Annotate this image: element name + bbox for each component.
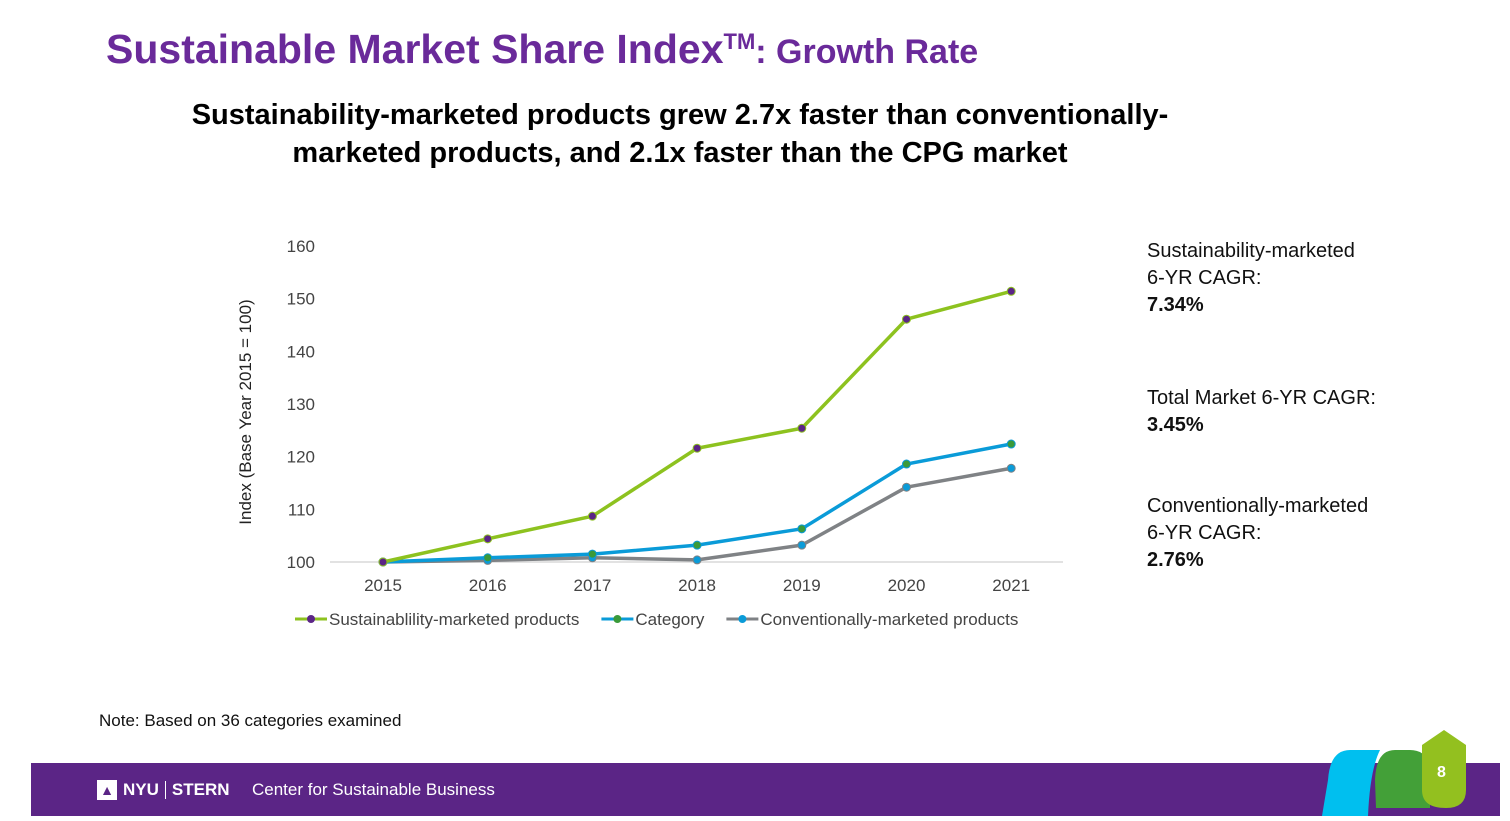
data-point [797, 423, 807, 433]
y-tick-label: 110 [288, 500, 315, 519]
y-tick-label: 100 [287, 553, 315, 572]
annotation-value: 2.76% [1147, 549, 1204, 571]
center-name: Center for Sustainable Business [252, 780, 495, 799]
nyu-stern-logo: ▲ NYU STERN [97, 780, 230, 800]
legend-marker [738, 615, 747, 623]
y-tick-label: 160 [287, 237, 315, 256]
data-point [1006, 286, 1016, 296]
data-point [587, 549, 597, 559]
trademark: TM [723, 29, 756, 54]
headline: Sustainability-marketed products grew 2.… [120, 96, 1240, 172]
y-tick-label: 130 [287, 395, 315, 414]
annotation-label: Conventionally-marketed [1147, 495, 1369, 517]
brand-nyu: NYU [123, 780, 159, 799]
annotation-value: 3.45% [1147, 414, 1204, 436]
annotation-total-market-cagr: Total Market 6-YR CAGR: 3.45% [1147, 385, 1376, 439]
x-tick-label: 2018 [678, 576, 716, 595]
headline-line-1: Sustainability-marketed products grew 2.… [191, 99, 1169, 131]
x-tick-label: 2019 [783, 576, 821, 595]
footer-decoration-icon [1322, 730, 1466, 816]
divider [164, 781, 166, 799]
legend-label: Conventionally-marketed products [760, 610, 1018, 629]
data-point [483, 553, 493, 563]
data-point [902, 459, 911, 469]
series-line [382, 289, 1012, 564]
annotation-label: Sustainability-marketed [1147, 240, 1355, 262]
data-point [483, 534, 493, 544]
y-tick-label: 140 [287, 342, 315, 361]
data-point [692, 443, 702, 453]
x-tick-label: 2020 [888, 576, 926, 595]
x-tick-label: 2016 [469, 576, 507, 595]
title-text: Sustainable Market Share Index [106, 26, 724, 72]
annotation-label: Total Market 6-YR CAGR: [1147, 387, 1376, 409]
title-suffix: : Growth Rate [755, 33, 979, 71]
y-axis-label: Index (Base Year 2015 = 100) [236, 299, 255, 524]
data-point [1006, 439, 1016, 449]
annotation-label: 6-YR CAGR: [1147, 522, 1262, 544]
brand-stern: STERN [171, 780, 230, 799]
data-point [692, 540, 702, 550]
x-tick-label: 2017 [573, 576, 611, 595]
legend-marker [613, 615, 622, 623]
headline-line-2: marketed products, and 2.1x faster than … [292, 137, 1068, 169]
torch-icon: ▲ [97, 780, 117, 800]
legend-label: Category [635, 610, 704, 629]
footer-band [31, 763, 1500, 816]
data-point [902, 314, 911, 324]
data-point [587, 511, 597, 521]
data-point [902, 482, 911, 492]
data-point [692, 555, 702, 565]
footnote: Note: Based on 36 categories examined [99, 711, 402, 730]
page-number: 8 [1437, 764, 1446, 781]
x-tick-label: 2015 [364, 576, 402, 595]
x-tick-label: 2021 [992, 576, 1030, 595]
legend-marker [307, 615, 315, 623]
data-point [797, 524, 807, 534]
annotation-sustainable-cagr: Sustainability-marketed 6-YR CAGR: 7.34% [1147, 238, 1355, 319]
annotation-conventional-cagr: Conventionally-marketed 6-YR CAGR: 2.76% [1147, 493, 1368, 574]
data-point [1006, 463, 1016, 473]
annotation-label: 6-YR CAGR: [1147, 267, 1262, 289]
data-point [797, 540, 807, 550]
legend-label: Sustainablility-marketed products [329, 610, 579, 629]
annotation-value: 7.34% [1147, 294, 1204, 316]
y-tick-label: 120 [287, 448, 315, 467]
data-point [378, 557, 388, 567]
slide-title: Sustainable Market Share IndexTM: Growth… [106, 26, 978, 73]
y-tick-label: 150 [287, 290, 315, 309]
